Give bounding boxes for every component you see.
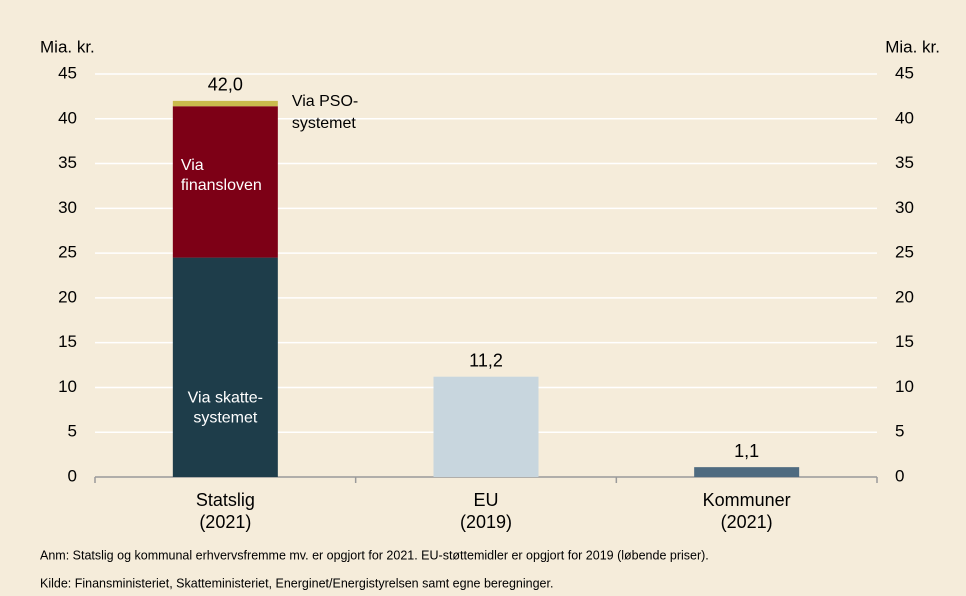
y-tick-label: 45 — [58, 63, 77, 82]
x-tick-label: (2021) — [199, 512, 251, 532]
x-tick-label: Statslig — [196, 490, 255, 510]
y2-tick-label: 30 — [895, 198, 914, 217]
total-label: 11,2 — [469, 350, 503, 370]
y2-tick-label: 45 — [895, 63, 914, 82]
segment-label: Via PSO- — [292, 93, 358, 110]
y-tick-label: 25 — [58, 243, 77, 262]
note: Kilde: Finansministeriet, Skatteminister… — [40, 576, 553, 590]
y2-tick-label: 25 — [895, 243, 914, 262]
y-tick-label: 30 — [58, 198, 77, 217]
bar-segment — [172, 257, 278, 477]
bar-segment — [694, 467, 800, 477]
y2-tick-label: 10 — [895, 377, 914, 396]
y-tick-label: 0 — [68, 466, 77, 485]
y2-tick-label: 20 — [895, 287, 914, 306]
total-label: 1,1 — [734, 441, 759, 461]
segment-label: systemet — [292, 115, 357, 132]
y-tick-label: 35 — [58, 153, 77, 172]
bar-segment — [172, 106, 278, 258]
y-tick-label: 20 — [58, 287, 77, 306]
segment-label: systemet — [193, 410, 258, 427]
y-tick-label: 40 — [58, 108, 77, 127]
bar-segment — [172, 100, 278, 107]
x-tick-label: EU — [473, 490, 498, 510]
segment-label: Via skatte- — [188, 390, 263, 407]
y-tick-label: 5 — [68, 422, 77, 441]
y-axis-label: Mia. kr. — [40, 37, 95, 56]
y2-tick-label: 5 — [895, 422, 904, 441]
x-tick-label: Kommuner — [703, 490, 791, 510]
x-tick-label: (2019) — [460, 512, 512, 532]
segment-label: finansloven — [181, 177, 262, 194]
segment-label: Via — [181, 157, 204, 174]
y2-tick-label: 35 — [895, 153, 914, 172]
total-label: 42,0 — [208, 75, 243, 95]
y2-tick-label: 15 — [895, 332, 914, 351]
y-tick-label: 10 — [58, 377, 77, 396]
y2-axis-label: Mia. kr. — [885, 37, 940, 56]
y-tick-label: 15 — [58, 332, 77, 351]
x-tick-label: (2021) — [721, 512, 773, 532]
note: Anm: Statslig og kommunal erhvervsfremme… — [40, 548, 709, 562]
bar-segment — [433, 376, 539, 477]
y2-tick-label: 0 — [895, 466, 904, 485]
y2-tick-label: 40 — [895, 108, 914, 127]
